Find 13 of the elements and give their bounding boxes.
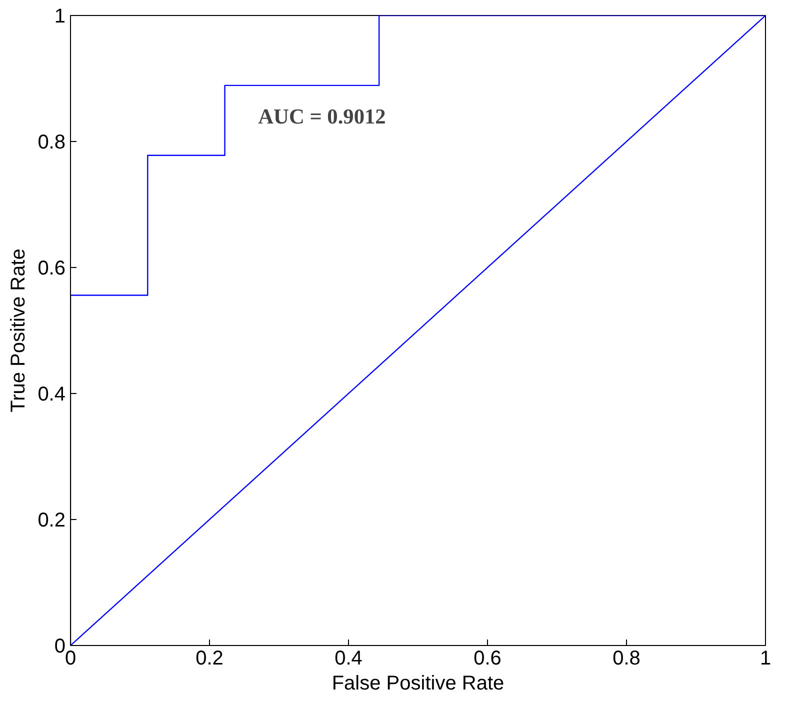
- y-tick-label: 0.2: [38, 510, 66, 532]
- y-axis-title: True Positive Rate: [8, 248, 30, 412]
- y-tick-label: 0.8: [38, 132, 66, 154]
- x-axis-title: False Positive Rate: [332, 672, 504, 694]
- x-tick-label: 1: [760, 648, 772, 670]
- annotation: AUC = 0.9012: [258, 104, 386, 128]
- y-tick-label: 1: [54, 6, 66, 28]
- x-tick-label: 0.6: [474, 648, 502, 670]
- x-tick-label: 0.2: [196, 648, 224, 670]
- x-tick-label: 0.8: [612, 648, 640, 670]
- x-tick-label: 0.4: [334, 648, 362, 670]
- y-tick-label: 0.6: [38, 258, 66, 280]
- y-tick-label: 0.4: [38, 384, 66, 406]
